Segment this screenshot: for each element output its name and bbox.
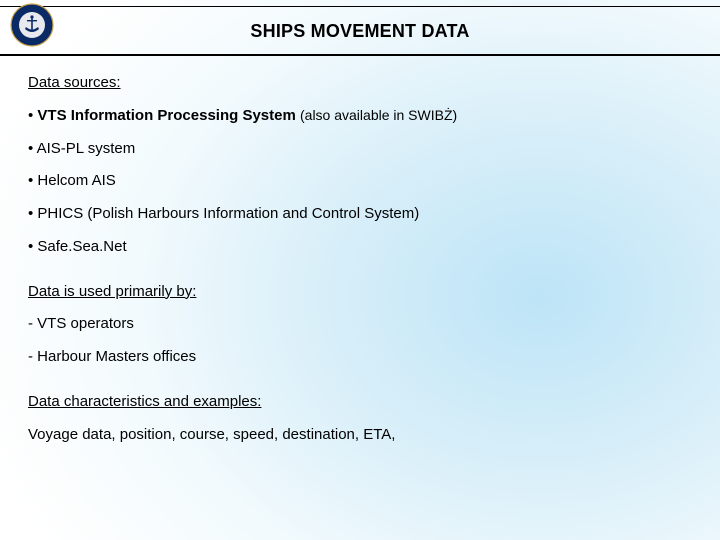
sources-list: VTS Information Processing System (also … <box>28 107 692 257</box>
item-tail: (also available in SWIBŻ) <box>300 107 457 123</box>
item-main: Safe.Sea.Net <box>37 238 126 255</box>
users-heading: Data is used primarily by: <box>28 283 692 302</box>
item-text: VTS operators <box>37 315 134 332</box>
list-item: Harbour Masters offices <box>28 348 692 367</box>
characteristics-body: Voyage data, position, course, speed, de… <box>28 426 692 445</box>
list-item: Safe.Sea.Net <box>28 238 692 257</box>
list-item: AIS-PL system <box>28 140 692 159</box>
item-text: Harbour Masters offices <box>37 348 196 365</box>
header-bar: SHIPS MOVEMENT DATA <box>0 6 720 56</box>
characteristics-heading: Data characteristics and examples: <box>28 393 692 412</box>
slide: SHIPS MOVEMENT DATA Data sources: VTS In… <box>0 6 720 540</box>
item-main: VTS Information Processing System <box>37 107 300 124</box>
item-main: AIS-PL system <box>37 140 136 157</box>
sources-heading: Data sources: <box>28 74 692 93</box>
list-item: VTS operators <box>28 315 692 334</box>
item-main: Helcom AIS <box>37 172 115 189</box>
slide-body: Data sources: VTS Information Processing… <box>0 56 720 444</box>
maritime-emblem-icon <box>10 3 54 47</box>
item-main: PHICS (Polish Harbours Information and C… <box>37 205 419 222</box>
list-item: VTS Information Processing System (also … <box>28 107 692 126</box>
list-item: Helcom AIS <box>28 172 692 191</box>
list-item: PHICS (Polish Harbours Information and C… <box>28 205 692 224</box>
slide-title: SHIPS MOVEMENT DATA <box>0 7 720 42</box>
users-list: VTS operators Harbour Masters offices <box>28 315 692 367</box>
